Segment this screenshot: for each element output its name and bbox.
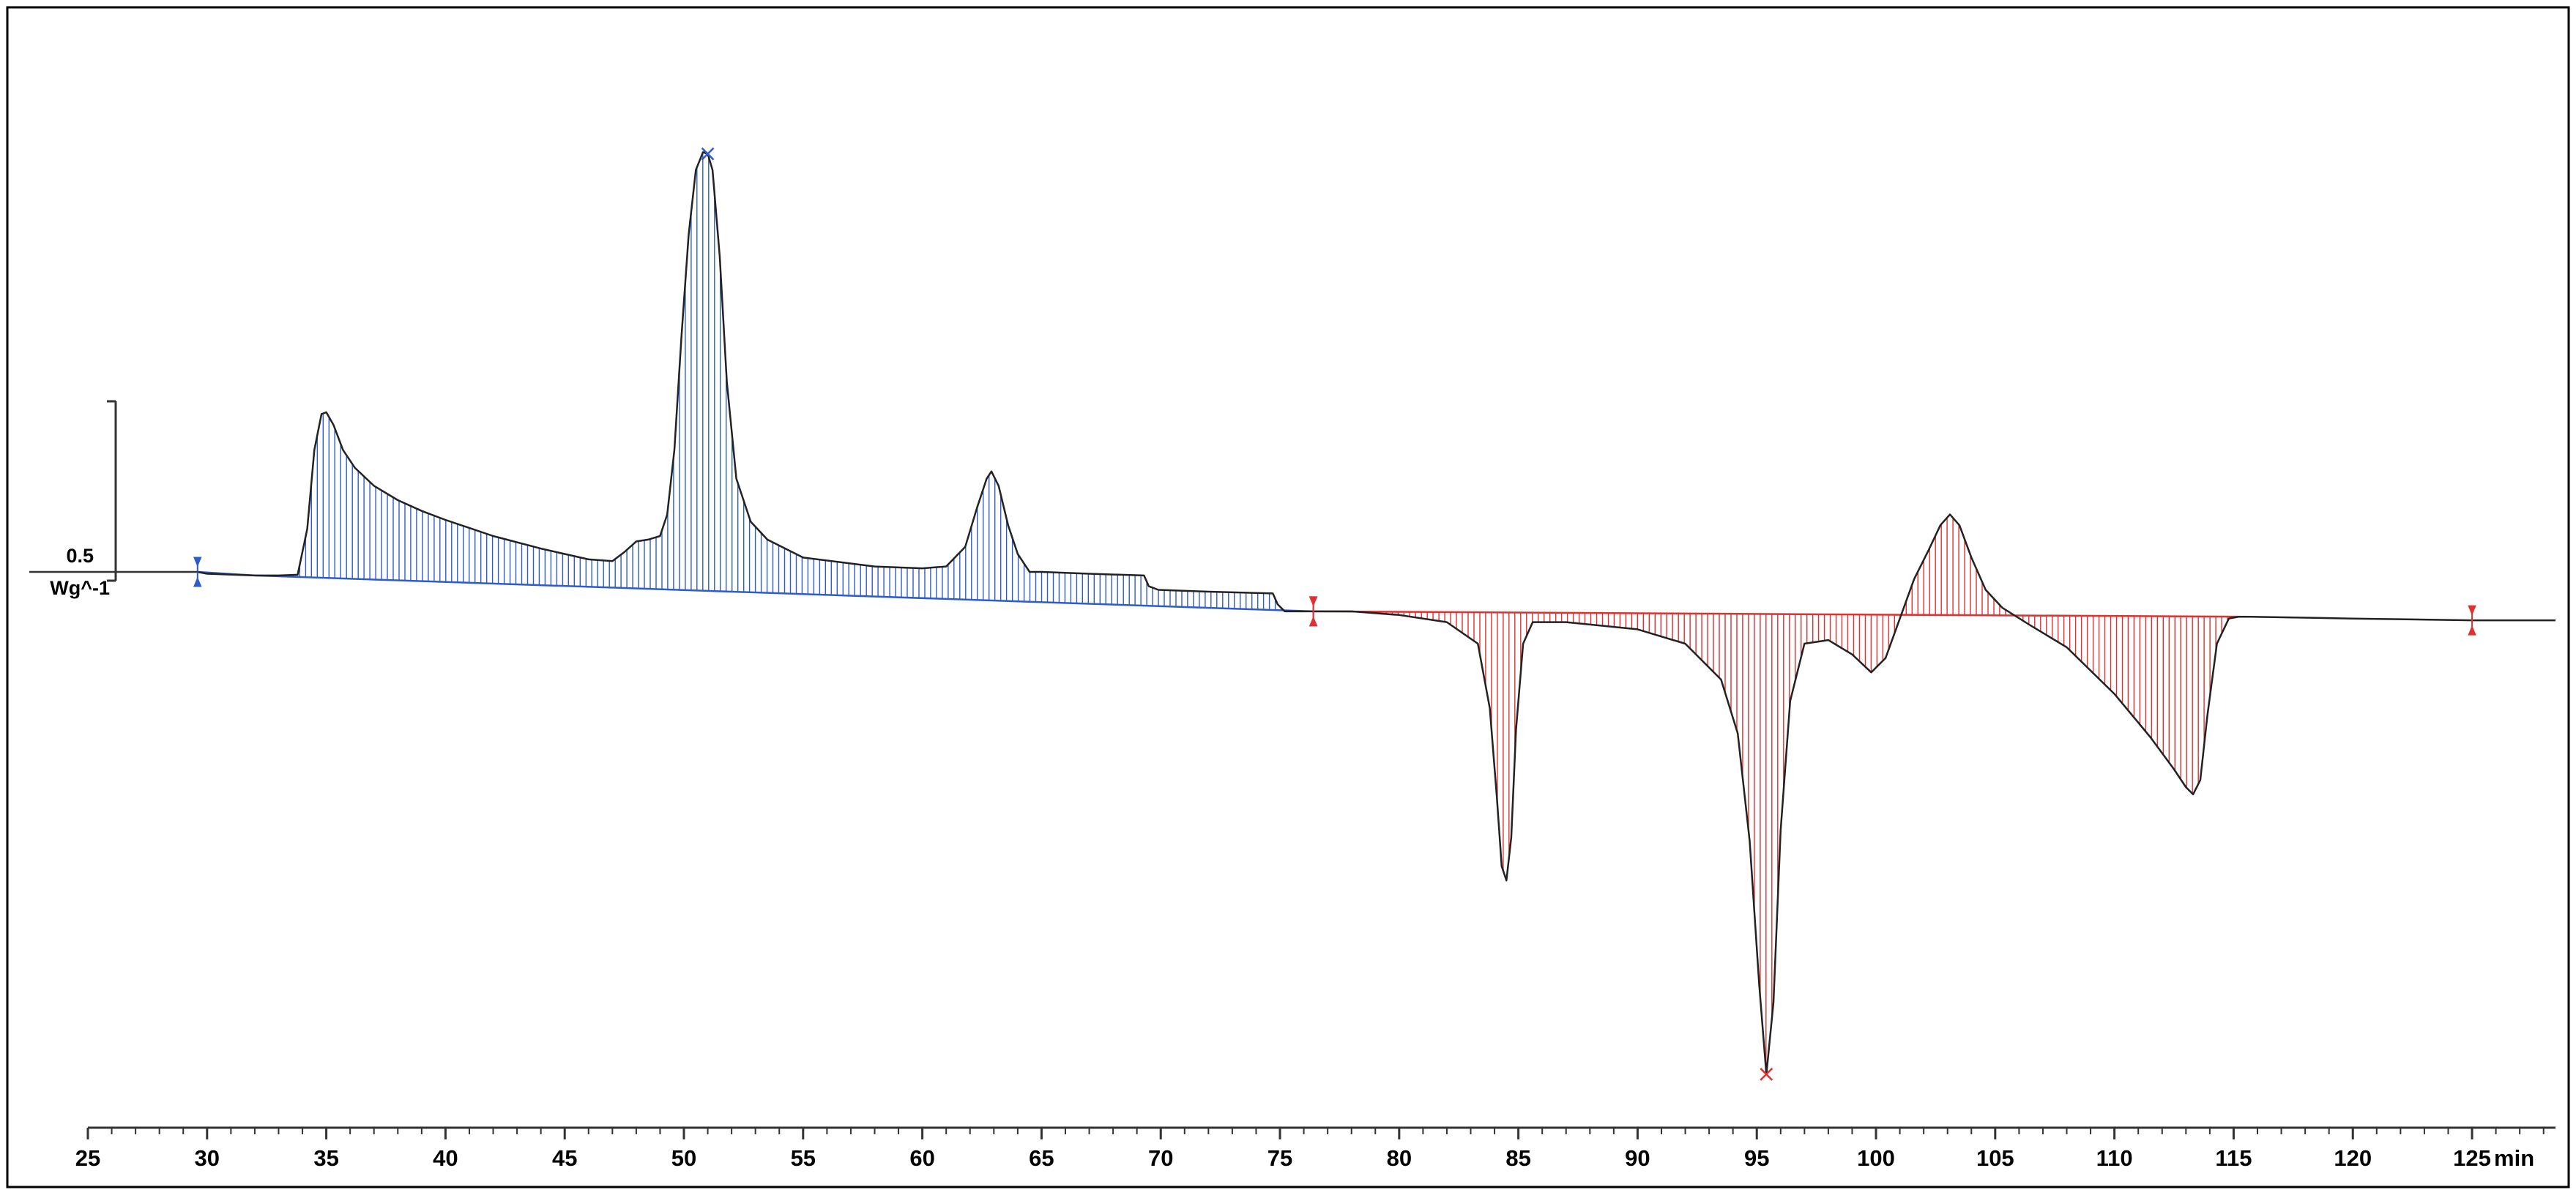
x-ticks <box>86 1128 2545 1139</box>
x-tick-label: 40 <box>433 1145 458 1171</box>
peak-fill-layer <box>287 152 2228 1071</box>
x-tick-label: 110 <box>2096 1145 2133 1171</box>
marker-layer <box>29 147 2476 1081</box>
x-tick-label: 70 <box>1148 1145 1173 1171</box>
heating-curve <box>197 151 1314 613</box>
scale-value-label: 0.5 <box>66 545 94 567</box>
x-tick-label: 115 <box>2215 1145 2252 1171</box>
cooling-baseline <box>1313 610 2251 618</box>
x-tick-labels: 25 30 35 40 45 50 55 60 65 70 75 80 85 90 95 100 105 110 1… <box>75 1145 2491 1171</box>
x-tick-label: 125 <box>2453 1145 2491 1171</box>
x-tick-label: 85 <box>1505 1145 1530 1171</box>
x-unit-label: min <box>2494 1145 2534 1171</box>
x-tick-label: 35 <box>313 1145 338 1171</box>
x-tick-label: 50 <box>671 1145 696 1171</box>
x-tick-label: 65 <box>1029 1145 1054 1171</box>
chart-border <box>6 6 2570 1188</box>
x-tick-label: 25 <box>75 1145 100 1171</box>
x-tick-label: 60 <box>909 1145 934 1171</box>
curve-layer <box>197 151 2555 1076</box>
x-tick-label: 105 <box>1976 1145 2014 1171</box>
x-tick-label: 80 <box>1387 1145 1412 1171</box>
x-tick-label: 30 <box>195 1145 220 1171</box>
cooling-peak-marker <box>1760 1068 1773 1081</box>
x-tick-label: 45 <box>552 1145 577 1171</box>
heating-peak-marker <box>701 147 715 161</box>
y-scale-bar: 0.5 Wg^-1 <box>50 400 117 599</box>
scale-unit-label: Wg^-1 <box>50 577 110 599</box>
x-tick-label: 120 <box>2334 1145 2372 1171</box>
x-tick-label: 75 <box>1267 1145 1292 1171</box>
x-tick-label: 55 <box>791 1145 816 1171</box>
cooling-curve <box>1313 513 2555 1076</box>
x-axis: 25 30 35 40 45 50 55 60 65 70 75 80 85 90 95 100 105 110 1… <box>75 1126 2555 1171</box>
x-tick-label: 95 <box>1744 1145 1769 1171</box>
x-tick-label: 100 <box>1857 1145 1895 1171</box>
x-tick-label: 90 <box>1625 1145 1650 1171</box>
